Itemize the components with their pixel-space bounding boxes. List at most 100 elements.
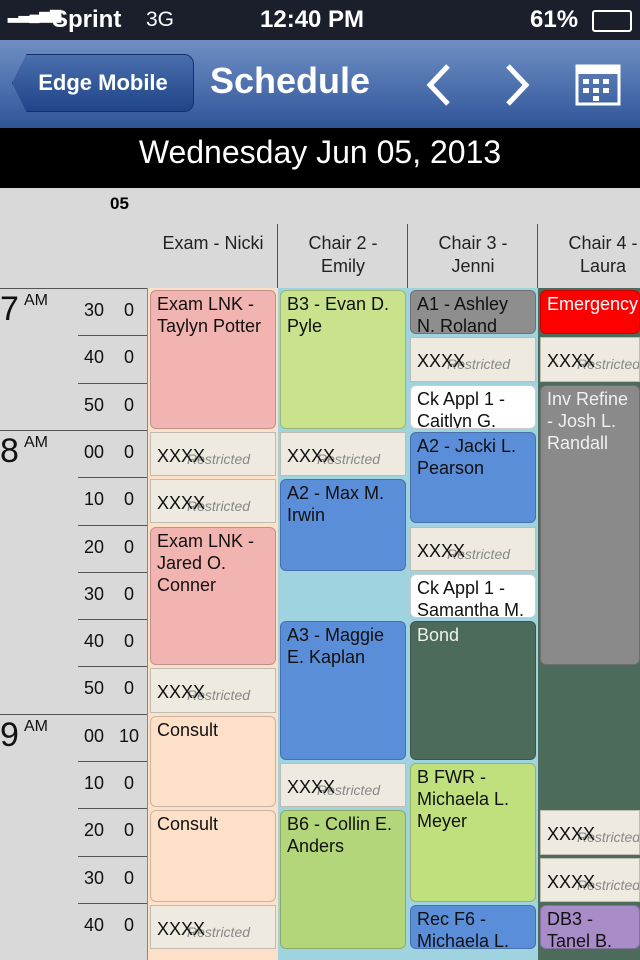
battery-icon <box>592 10 632 32</box>
appointment[interactable]: Exam LNK - Jared O. Conner <box>150 526 276 666</box>
minute-label: 10 <box>83 773 105 793</box>
appointment[interactable]: A3 - Maggie E. Kaplan <box>280 621 406 760</box>
minute-label: 30 <box>83 300 105 320</box>
row-line <box>78 855 148 857</box>
row-line <box>78 571 148 573</box>
column-header: Chair 2 - Emily <box>308 233 378 276</box>
appointment[interactable]: Restricted XXXX <box>410 526 536 571</box>
count-label: 0 <box>123 773 134 793</box>
nav-bar: Edge Mobile Schedule <box>0 40 640 129</box>
row-line <box>78 619 148 621</box>
appointment[interactable]: Inv Refine - Josh L. Randall <box>540 384 640 666</box>
appointment[interactable]: Restricted XXXX <box>540 857 640 902</box>
appointment-label: B6 - Collin E. Anders <box>287 814 393 857</box>
restricted-note: Restricted <box>577 356 640 373</box>
appointment[interactable]: B6 - Collin E. Anders <box>280 810 406 950</box>
count-label: 0 <box>123 583 134 604</box>
minute-label: 40 <box>83 347 105 368</box>
appointment[interactable]: A2 - Jacki L. Pearson <box>410 431 536 524</box>
row-line <box>78 808 148 810</box>
row-line <box>78 666 148 668</box>
restricted-note: Restricted <box>577 876 640 893</box>
appointment-label: A2 - Jacki L. Pearson <box>417 435 517 478</box>
appointment[interactable]: A1 - Ashley N. Roland <box>410 290 536 335</box>
minute-label: 40 <box>83 914 105 935</box>
row-line <box>78 335 148 337</box>
day-number: 05 <box>110 194 129 213</box>
prev-day[interactable] <box>426 64 450 106</box>
appointment[interactable]: Restricted XXXX <box>540 337 640 382</box>
appointment-label: Rec F6 - Michaela L. Meyer <box>417 908 510 950</box>
appointment-label: XXXX <box>287 777 336 797</box>
clock: 12:40 PM <box>260 6 365 33</box>
calendar-button[interactable] <box>574 60 622 108</box>
appointment-label: XXXX <box>157 445 206 466</box>
appointment[interactable]: Rec F6 - Michaela L. Meyer <box>410 904 536 950</box>
count-label: 0 <box>123 867 134 888</box>
minute-label: 50 <box>83 394 105 415</box>
appointment-label: A2 - Max M. Irwin <box>287 483 385 526</box>
status-bar: ▂▃▄▅▆ Sprint 3G 12:40 PM 61% <box>0 0 640 40</box>
nav-title: Schedule <box>210 60 371 101</box>
count-label: 0 <box>123 914 134 935</box>
appointment[interactable]: Restricted XXXX <box>150 668 276 713</box>
appointment[interactable]: Restricted XXXX <box>150 479 276 524</box>
appointment[interactable]: Consult <box>150 810 276 902</box>
row-line <box>78 477 148 479</box>
minute-label: 20 <box>83 820 105 841</box>
hour-label: 9 <box>0 715 19 754</box>
appointment-label: Inv Refine - Josh L. Randall <box>547 388 629 453</box>
restricted-note: Restricted <box>447 356 511 373</box>
appointment[interactable]: A2 - Max M. Irwin <box>280 479 406 571</box>
row-line <box>0 288 148 289</box>
appointment[interactable]: Ck Appl 1 - Caitlyn G. <box>410 384 536 429</box>
restricted-note: Restricted <box>317 450 381 467</box>
next-day[interactable] <box>506 64 530 106</box>
appointment-label: Consult <box>157 814 219 835</box>
carrier: Sprint <box>52 6 122 33</box>
appointment-label: A3 - Maggie E. Kaplan <box>287 625 385 668</box>
appointment-label: DB3 - Tanel B. Black <box>547 908 613 950</box>
appointment[interactable]: B FWR - Michaela L. Meyer <box>410 763 536 902</box>
appointment[interactable]: Ck Appl 1 - Samantha M. <box>410 573 536 619</box>
appointment[interactable]: Bond <box>410 621 536 760</box>
appointment[interactable]: Restricted XXXX <box>150 904 276 950</box>
date-bar: Wednesday Jun 05, 2013 <box>0 128 640 188</box>
appointment[interactable]: Restricted XXXX <box>280 763 406 808</box>
appointment[interactable]: Restricted XXXX <box>280 431 406 477</box>
row-line <box>78 761 148 762</box>
count-label: 0 <box>123 678 134 699</box>
minute-label: 00 <box>83 441 105 462</box>
appointment-label: XXXX <box>417 351 466 372</box>
appointment[interactable]: Restricted XXXX <box>410 337 536 382</box>
appointment-label: XXXX <box>287 445 336 466</box>
signal: ▂▃▄▅▆ <box>8 6 61 22</box>
appointment-label: Exam LNK - Taylyn Potter <box>157 294 262 336</box>
appointment-label: Ck Appl 1 - Samantha M. <box>417 577 525 619</box>
column-separator <box>537 224 538 288</box>
row-line <box>78 382 148 384</box>
appointment[interactable]: DB3 - Tanel B. Black <box>540 904 640 950</box>
column-separator <box>277 224 278 288</box>
ampm-label: AM <box>24 433 48 451</box>
appointment[interactable]: B3 - Evan D. Pyle <box>280 290 406 429</box>
minute-label: 40 <box>83 631 105 652</box>
appointment-label: XXXX <box>547 351 596 372</box>
minute-label: 30 <box>83 867 105 888</box>
restricted-note: Restricted <box>187 498 251 515</box>
appointment[interactable]: Restricted XXXX <box>540 810 640 855</box>
row-line <box>78 524 148 526</box>
hour-label: 8 <box>0 431 19 470</box>
appointment[interactable]: Consult <box>150 715 276 808</box>
appointment[interactable]: Restricted XXXX <box>150 431 276 477</box>
appointment-label: Bond <box>417 625 460 646</box>
restricted-note: Restricted <box>187 450 251 467</box>
appointment-label: Consult <box>157 719 219 740</box>
appointment[interactable]: Emergency <box>540 290 640 335</box>
appointment-label: XXXX <box>417 540 466 561</box>
appointment-label: XXXX <box>547 824 596 845</box>
appointment[interactable]: Exam LNK - Taylyn Potter <box>150 290 276 429</box>
back-button[interactable]: Edge Mobile <box>12 54 194 112</box>
column-header: Chair 4 - Laura <box>568 233 638 276</box>
